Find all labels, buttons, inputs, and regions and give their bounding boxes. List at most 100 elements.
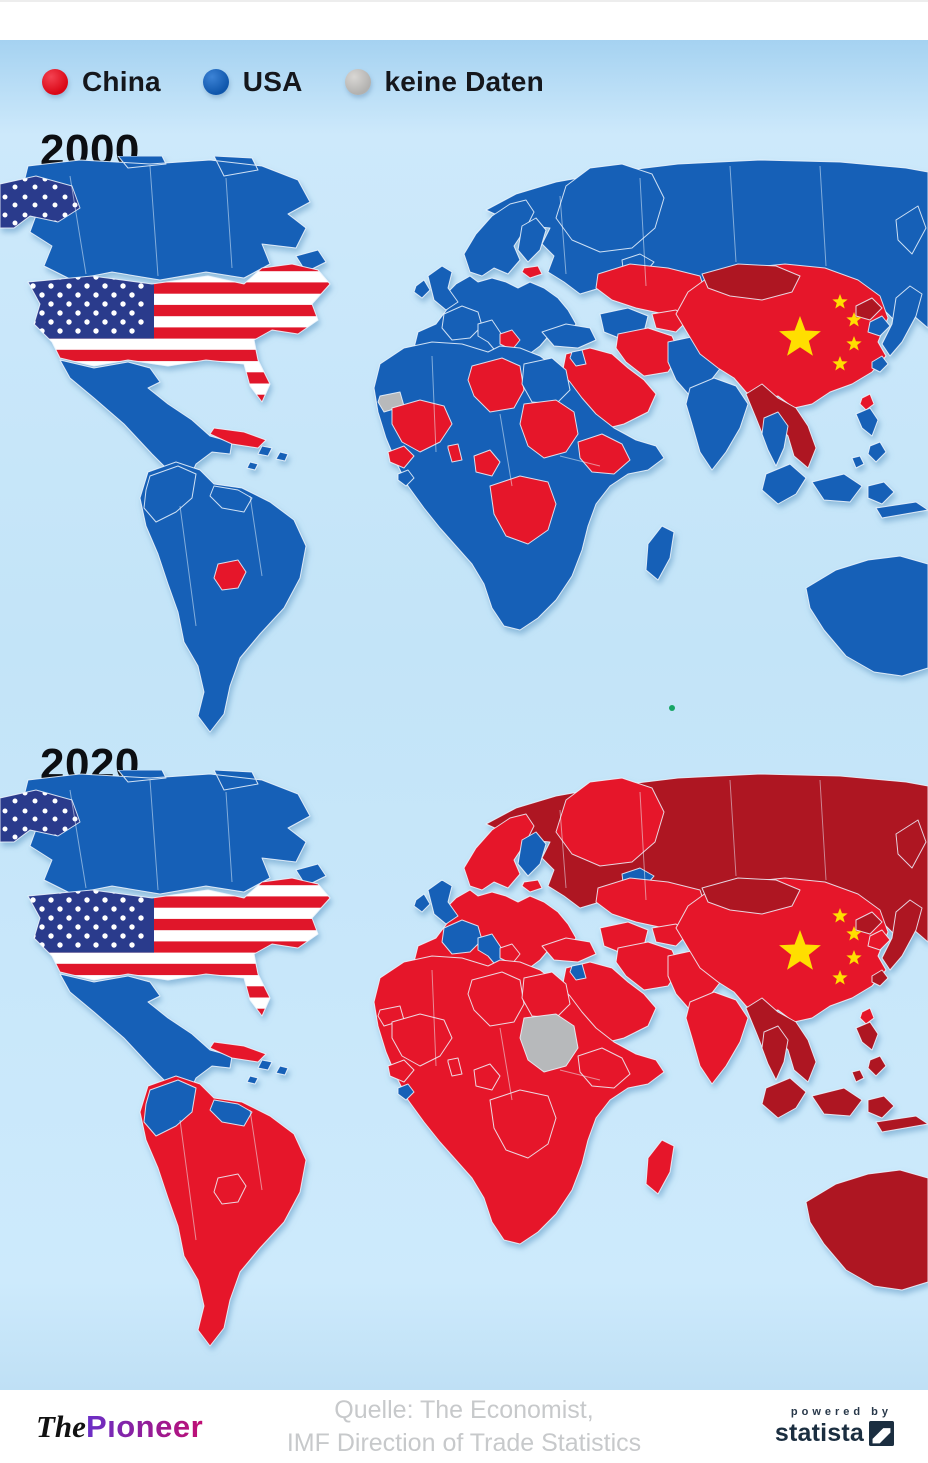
region-cameroon	[473, 449, 501, 477]
region-cuba	[209, 427, 267, 449]
legend-label-usa: USA	[242, 66, 303, 97]
legend: China USA keine Daten	[42, 66, 544, 98]
region-paraguay	[213, 559, 247, 591]
region-south_america	[139, 461, 307, 733]
region-thailand	[761, 1025, 789, 1081]
region-alaska	[0, 175, 81, 229]
region-thailand	[761, 411, 789, 467]
region-alaska	[0, 789, 81, 843]
region-turkey	[541, 323, 597, 349]
region-estonia	[521, 265, 543, 279]
region-indonesia	[761, 463, 928, 519]
source-line-1: Quelle: The Economist,	[334, 1396, 594, 1424]
region-colombia_ecuador	[143, 465, 197, 523]
region-mexico	[59, 973, 233, 1097]
region-mongolia	[701, 263, 801, 301]
legend-swatch-china	[42, 69, 68, 95]
region-drc	[489, 475, 557, 545]
region-finland	[517, 831, 547, 877]
world-map-2000	[0, 156, 928, 733]
region-paraguay	[213, 1173, 247, 1205]
powered-by-label: powered by	[790, 1405, 892, 1418]
legend-label-china: China	[82, 66, 161, 97]
region-uk_ireland	[413, 265, 459, 311]
legend-label-no-data: keine Daten	[384, 66, 544, 97]
legend-swatch-usa	[202, 69, 229, 95]
region-finland	[517, 217, 547, 263]
region-france_benelux	[441, 919, 483, 955]
region-estonia	[521, 879, 543, 893]
statista-logo: powered by statista	[775, 1406, 894, 1448]
region-australia	[805, 1169, 928, 1291]
china-flag-stars	[779, 294, 862, 371]
region-india	[685, 377, 749, 471]
region-guinea	[387, 1059, 415, 1083]
region-philippines	[851, 1021, 887, 1083]
region-usa	[27, 263, 331, 403]
region-india	[685, 991, 749, 1085]
footer: The Pıoneer Quelle: The Economist, IMF Di…	[0, 1390, 928, 1463]
region-mexico	[59, 359, 233, 483]
region-sudan	[519, 1013, 579, 1073]
world-map-2020	[0, 770, 928, 1347]
region-mali_group	[391, 1013, 453, 1067]
region-greenland	[555, 777, 665, 867]
region-taiwan	[859, 393, 875, 411]
source-note: Quelle: The Economist, IMF Direction of …	[184, 1394, 744, 1459]
region-madagascar	[645, 525, 675, 581]
region-colombia_ecuador	[143, 1079, 197, 1137]
region-caribbean	[246, 1059, 289, 1085]
source-line-2: IMF Direction of Trade Statistics	[286, 1428, 642, 1457]
region-australia	[805, 555, 928, 677]
region-greenland	[555, 163, 665, 253]
region-levant	[569, 963, 587, 981]
region-libya	[467, 971, 525, 1027]
region-guyanas	[209, 1099, 253, 1127]
country-borders	[69, 779, 827, 1241]
region-korea_north	[855, 911, 883, 935]
region-cuba	[209, 1041, 267, 1063]
region-iran	[615, 941, 681, 991]
region-south_america	[139, 1075, 307, 1347]
region-usa	[27, 877, 331, 1017]
region-madagascar	[645, 1139, 675, 1195]
the-pioneer-logo: The Pıoneer	[36, 1409, 203, 1445]
legend-item-usa: USA	[202, 66, 303, 98]
region-indonesia	[761, 1077, 928, 1133]
region-mali_group	[391, 399, 453, 453]
region-guinea	[387, 445, 415, 469]
region-egypt	[521, 971, 571, 1019]
region-liberia	[397, 1083, 415, 1101]
region-balkans	[499, 943, 521, 965]
tiny-island-artifact	[669, 705, 675, 711]
region-philippines	[851, 407, 887, 469]
region-uk_ireland	[413, 879, 459, 925]
region-sudan	[519, 399, 579, 459]
region-canada	[21, 156, 327, 281]
legend-swatch-no-data	[344, 69, 371, 95]
top-divider	[0, 0, 928, 2]
region-turkey	[541, 937, 597, 963]
region-balkans	[499, 329, 521, 351]
region-korea_south	[867, 929, 891, 951]
region-benin	[447, 1057, 463, 1077]
region-mongolia	[701, 877, 801, 915]
region-caribbean	[246, 445, 289, 471]
region-canada	[21, 770, 327, 895]
brand-the: The	[36, 1408, 86, 1444]
region-japan	[871, 899, 923, 987]
statista-wordmark: statista	[774, 1418, 864, 1447]
region-libya	[467, 357, 525, 413]
legend-item-no-data: keine Daten	[344, 66, 544, 98]
region-korea_north	[855, 297, 883, 321]
brand-pioneer: Pıoneer	[85, 1408, 204, 1444]
region-korea_south	[867, 315, 891, 337]
region-egypt	[521, 357, 571, 405]
region-japan	[871, 285, 923, 373]
region-cameroon	[473, 1063, 501, 1091]
china-flag-stars	[779, 908, 862, 985]
region-levant	[569, 349, 587, 367]
statista-icon	[869, 1420, 894, 1446]
region-taiwan	[859, 1007, 875, 1025]
